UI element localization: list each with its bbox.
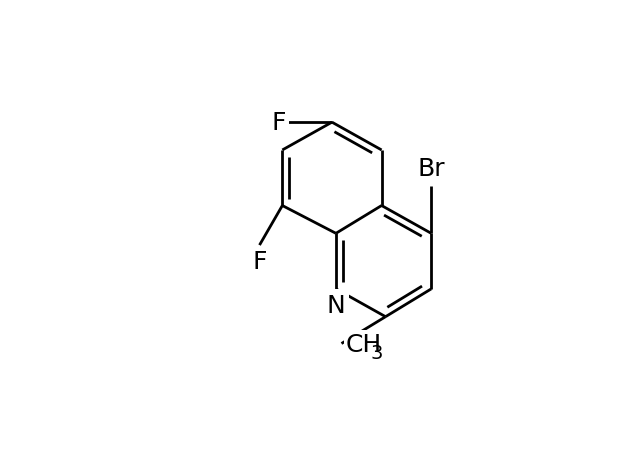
Text: F: F: [272, 111, 286, 135]
Text: N: N: [326, 293, 346, 317]
Text: 3: 3: [370, 343, 383, 362]
Text: F: F: [252, 250, 267, 274]
Text: CH: CH: [346, 332, 381, 356]
Text: Br: Br: [417, 156, 445, 181]
